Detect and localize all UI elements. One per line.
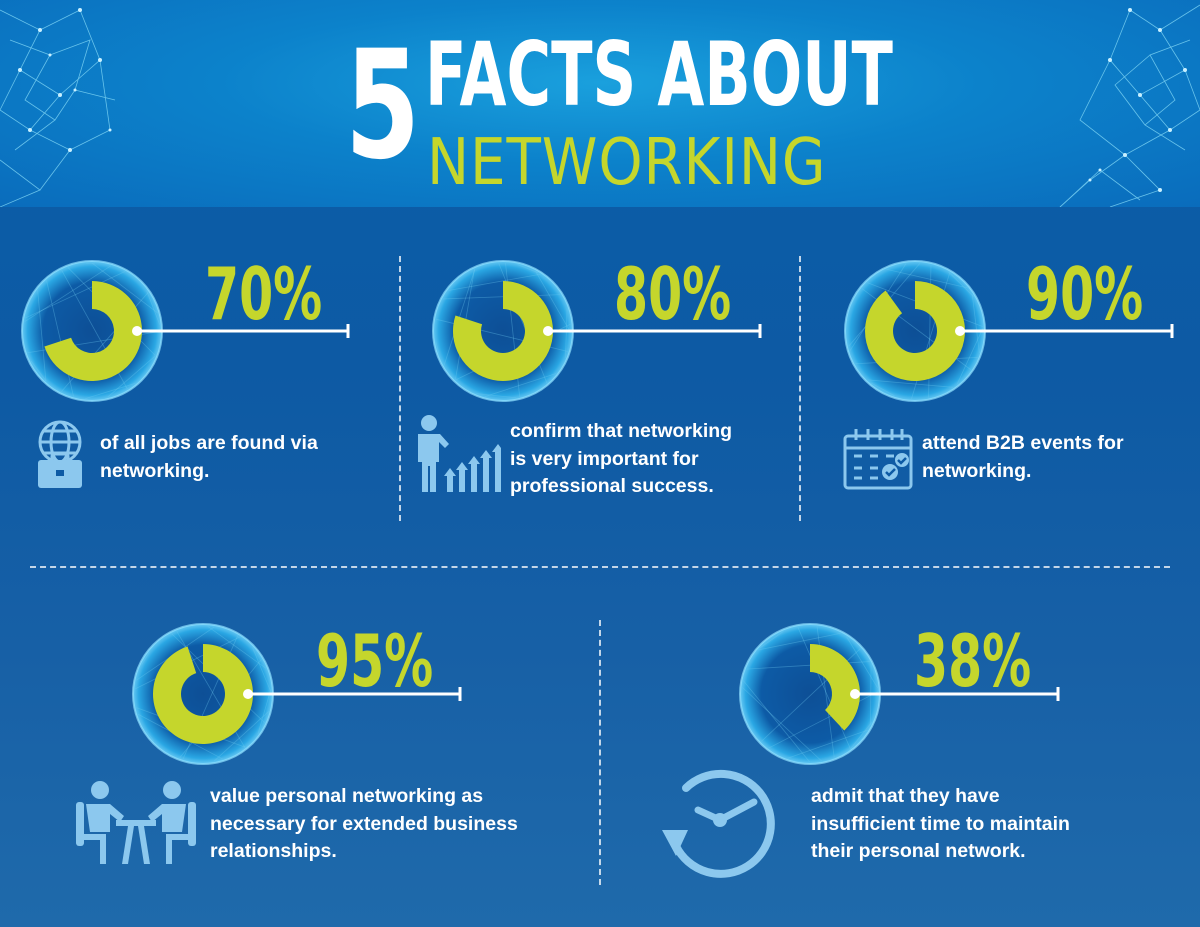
fact-2-percent: 80% — [614, 252, 732, 336]
progress-globe-3 — [844, 260, 1174, 402]
fact-3-percent: 90% — [1026, 252, 1144, 336]
person-growth-arrows-icon — [418, 415, 501, 492]
fact-4-text: value personal networking as necessary f… — [210, 785, 518, 862]
title-line-1: FACTS ABOUT — [425, 23, 893, 126]
fact-5-percent: 38% — [914, 619, 1032, 703]
progress-globe-2 — [432, 260, 762, 402]
divider-vertical-2 — [799, 256, 801, 521]
progress-wedge-2 — [452, 281, 553, 381]
title: 5 FACTS ABOUT NETWORKING — [345, 19, 893, 199]
progress-globe-5 — [739, 623, 1060, 765]
progress-wedge-4 — [153, 644, 254, 745]
divider-vertical-1 — [399, 256, 401, 521]
progress-wedge-3 — [865, 281, 965, 381]
progress-wedge-1 — [44, 281, 142, 381]
calendar-check-icon — [843, 429, 913, 490]
meeting-people-icon — [76, 781, 196, 864]
title-line-2: NETWORKING — [427, 126, 827, 200]
header-banner: 5 FACTS ABOUT NETWORKING — [0, 0, 1200, 207]
divider-horizontal — [30, 566, 1170, 568]
network-pattern-left-decoration — [0, 8, 116, 207]
fact-4-percent: 95% — [316, 619, 434, 703]
divider-vertical-3 — [599, 620, 601, 885]
globe-briefcase-icon — [38, 420, 82, 488]
fact-1-text: of all jobs are found via networking. — [100, 432, 318, 482]
progress-wedge-5 — [810, 644, 860, 731]
progress-globe-1 — [21, 260, 350, 402]
fact-1-percent: 70% — [205, 252, 323, 336]
fact-2-text: confirm that networking is very importan… — [510, 420, 733, 497]
clock-icon — [662, 769, 775, 878]
network-pattern-right-decoration — [1059, 4, 1200, 207]
fact-3-text: attend B2B events for networking. — [922, 432, 1124, 482]
fact-5-text: admit that they have insufficient time t… — [811, 785, 1070, 862]
progress-globe-4 — [132, 623, 462, 765]
title-number: 5 — [345, 19, 420, 193]
